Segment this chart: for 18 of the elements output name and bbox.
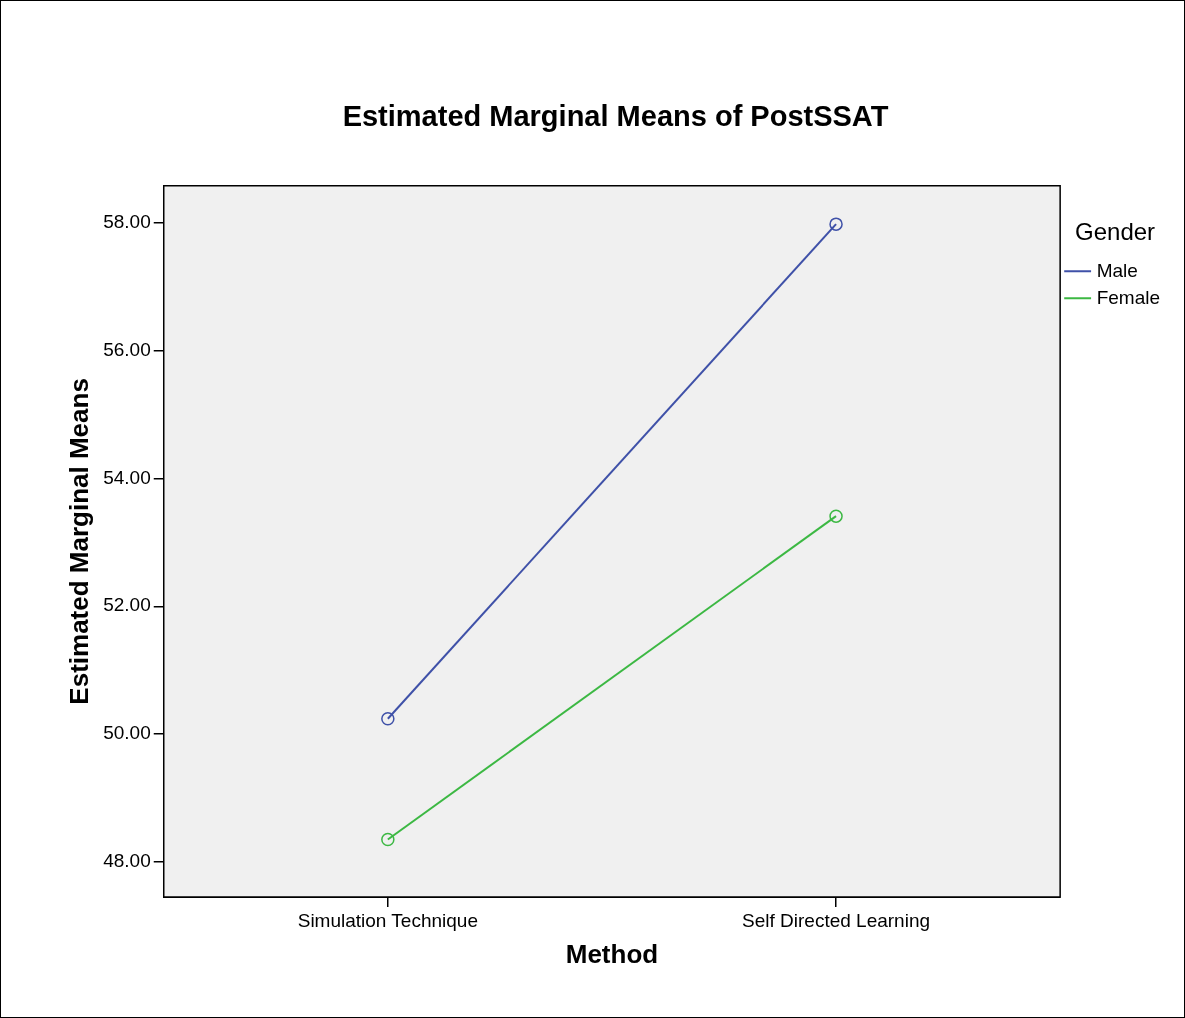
y-tick-label: 54.00 [103, 466, 151, 488]
point [829, 509, 843, 523]
y-tick-label: 58.00 [103, 211, 151, 233]
chart-title: Estimated Marginal Means of PostSSAT [342, 100, 889, 133]
legend-title: Gender [1075, 217, 1156, 245]
point [381, 711, 395, 726]
y-tick-label: 48.00 [103, 850, 151, 872]
x-tick-label: Self Directed Learning [742, 909, 931, 931]
x-axis-title: Method [565, 938, 659, 969]
x-tick-label: Simulation Technique [297, 909, 478, 931]
y-tick-label: 50.00 [103, 722, 151, 744]
legend-label: Female [1096, 286, 1160, 308]
point [381, 832, 395, 847]
y-tick-label: 52.00 [103, 594, 151, 616]
y-axis-title: Estimated Marginal Means [63, 378, 94, 705]
y-tick-label: 56.00 [103, 338, 151, 360]
legend-label: Male [1096, 259, 1138, 281]
point [829, 217, 843, 231]
